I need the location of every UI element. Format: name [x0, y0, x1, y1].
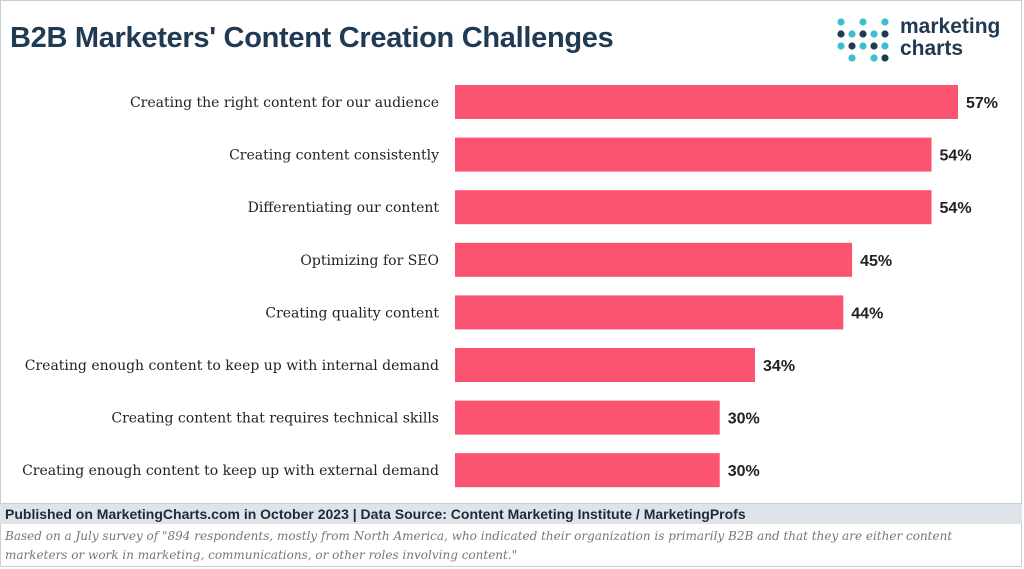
bar [455, 400, 720, 435]
value-label: 30% [728, 463, 760, 480]
logo-dot [881, 18, 889, 26]
logo-text-line2: charts [900, 37, 964, 60]
bar [455, 295, 844, 330]
category-label: Creating content consistently [229, 148, 439, 164]
logo-dot [881, 30, 889, 38]
category-label: Creating enough content to keep up with … [22, 463, 439, 479]
logo-dot [859, 18, 867, 26]
value-label: 54% [940, 200, 972, 217]
logo-dot [870, 30, 878, 38]
logo-dot [870, 54, 878, 62]
bar [455, 348, 756, 382]
chart-title: B2B Marketers' Content Creation Challeng… [10, 22, 614, 54]
category-label: Optimizing for SEO [300, 253, 439, 269]
bar [455, 190, 932, 225]
logo-dot [837, 18, 845, 26]
category-label: Creating content that requires technical… [111, 411, 439, 427]
category-label: Creating quality content [265, 305, 439, 321]
logo-dot [837, 42, 845, 50]
logo-dot [859, 30, 867, 38]
logo-dot [848, 42, 856, 50]
value-label: 54% [940, 148, 972, 165]
footer-bar: Published on MarketingCharts.com in Octo… [0, 503, 1022, 524]
bar [455, 242, 853, 277]
footer-note: Based on a July survey of "894 responden… [5, 529, 953, 562]
value-label: 30% [728, 411, 760, 428]
category-label: Creating the right content for our audie… [130, 95, 439, 111]
logo-dot [848, 30, 856, 38]
bar-chart: Creating the right content for our audie… [22, 85, 998, 488]
category-label: Differentiating our content [248, 200, 440, 216]
value-label: 44% [851, 305, 883, 322]
marketingcharts-logo: marketing charts [836, 16, 1021, 68]
value-label: 34% [763, 358, 795, 375]
category-label: Creating enough content to keep up with … [25, 358, 439, 374]
logo-dot [848, 54, 856, 62]
logo-dot [859, 42, 867, 50]
value-label: 57% [966, 95, 998, 112]
logo-dot [881, 54, 889, 62]
bar [455, 85, 958, 119]
logo-dots-icon [837, 18, 889, 62]
logo-dot [870, 42, 878, 50]
bar [455, 137, 932, 172]
logo-dot [881, 42, 889, 50]
logo-text-line1: marketing [900, 15, 1001, 38]
logo-dot [837, 30, 845, 38]
bar [455, 453, 720, 488]
value-label: 45% [860, 253, 892, 270]
footer-published: Published on MarketingCharts.com in Octo… [5, 506, 746, 522]
